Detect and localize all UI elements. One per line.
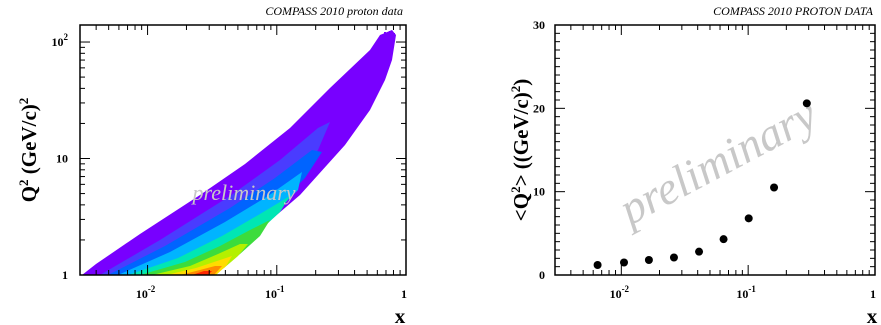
data-point [719,235,728,244]
right-x-axis-label: x [867,304,878,325]
data-point [669,253,678,262]
heatmap-speckle [391,38,393,40]
mean-q2-vs-x-panel: COMPASS 2010 PROTON DATA <Q2> ((GeV/c)2)… [508,4,878,325]
right-data-points [593,99,811,269]
svg-text:Q2 (GeV/c)2: Q2 (GeV/c)2 [16,98,41,203]
right-x-tick-label: 10-1 [736,284,756,301]
right-y-tick-label: 30 [533,18,545,32]
right-y-tick-label: 20 [533,101,545,115]
right-y-axis-label: <Q2> ((GeV/c)2) [508,79,533,221]
right-chart-title: COMPASS 2010 PROTON DATA [713,4,874,18]
data-point [644,256,653,264]
left-y-tick-label: 102 [52,32,69,49]
left-y-axis-label: Q2 (GeV/c)2 [16,98,41,203]
data-point [593,261,602,269]
heatmap-speckle [372,47,374,49]
data-point [770,183,779,192]
heatmap-density-band [192,271,212,275]
left-plot-frame [79,24,407,276]
left-watermark: preliminary [190,180,295,205]
left-x-tick-label: 10-1 [265,284,285,301]
data-point [620,258,629,267]
left-y-tick-label: 1 [62,268,68,282]
heatmap-speckle [380,40,382,42]
right-y-tick-label: 10 [533,185,545,199]
right-x-tick-label: 10-2 [610,284,630,301]
left-axis-ticks [79,25,407,276]
left-chart-title: COMPASS 2010 proton data [265,4,403,18]
heatmap-density [82,30,396,275]
right-x-tick-label: 1 [870,287,876,301]
left-x-tick-label: 10-2 [136,284,156,301]
heatmap-density-band [180,266,222,275]
left-y-tick-label: 10 [56,152,68,166]
left-tick-labels: 10-2 10-1 1 1 10 102 [52,32,408,301]
right-watermark: preliminary [608,88,825,236]
heatmap-speckle [389,31,391,33]
left-x-axis-label: x [395,304,406,325]
data-point [744,214,753,223]
q2-vs-x-heatmap-panel: COMPASS 2010 proton data Q2 (GeV/c)2 pre… [16,4,407,325]
data-point [802,99,811,108]
svg-text:<Q2> ((GeV/c)2): <Q2> ((GeV/c)2) [508,79,533,221]
left-x-tick-label: 1 [401,287,407,301]
heatmap-speckle [386,36,388,38]
data-point [695,247,704,256]
heatmap-speckle [375,44,377,46]
right-y-tick-label: 0 [539,268,545,282]
heatmap-speckle [384,32,386,34]
heatmap-speckle [393,33,395,35]
right-axis-ticks [554,24,876,276]
